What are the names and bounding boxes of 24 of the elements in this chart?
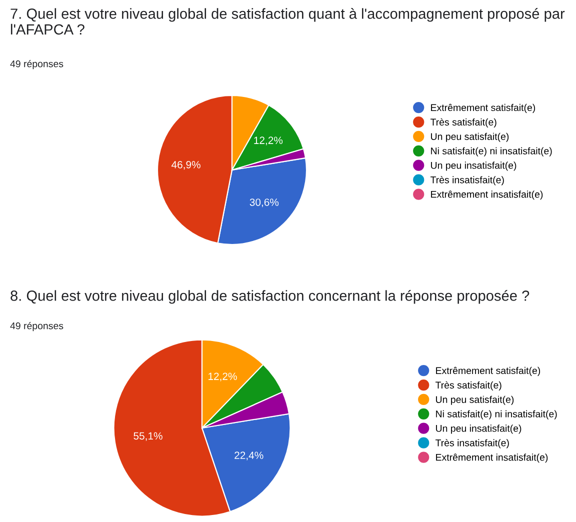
legend-label: Extrêmement satisfait(e)	[431, 104, 536, 113]
legend-label: Très insatisfait(e)	[430, 176, 504, 186]
data-label: 30,6%	[250, 198, 279, 208]
text: 49 réponses	[10, 60, 64, 70]
legend-label: Ni satisfait(e) ni insatisfait(e)	[436, 410, 557, 420]
legend-label: Extrêmement satisfait(e)	[436, 366, 540, 376]
legend-label: Extrêmement insatisfait(e)	[431, 190, 543, 200]
legend-label: Un peu satisfait(e)	[431, 132, 509, 142]
legend-label: Très insatisfait(e)	[435, 439, 509, 448]
legend-label: Très satisfait(e)	[435, 381, 502, 390]
legend-label: Extrêmement insatisfait(e)	[436, 454, 548, 463]
chart-title: 7. Quel est votre niveau global de satisfaction quant à l'accompagnement proposé par l'AFAPCA ?	[10, 8, 565, 35]
data-label: 12,2%	[254, 136, 283, 146]
data-label: 46,9%	[171, 160, 200, 170]
legend-label: Un peu satisfait(e)	[436, 396, 514, 405]
chart-title: 8. Quel est votre niveau global de satisfaction concernant la réponse proposée ?	[10, 290, 530, 304]
legend-label: Très satisfait(e)	[430, 118, 496, 128]
legend-label: Ni satisfait(e) ni insatisfait(e)	[431, 147, 552, 156]
legend-label: Un peu insatisfait(e)	[431, 162, 516, 171]
data-label: 22,4%	[234, 452, 264, 460]
data-label: 12,2%	[208, 372, 237, 382]
data-label: 55,1%	[134, 432, 162, 441]
legend-label: Un peu insatisfait(e)	[436, 424, 522, 434]
chart-subtitle: 49 réponses	[10, 322, 64, 332]
